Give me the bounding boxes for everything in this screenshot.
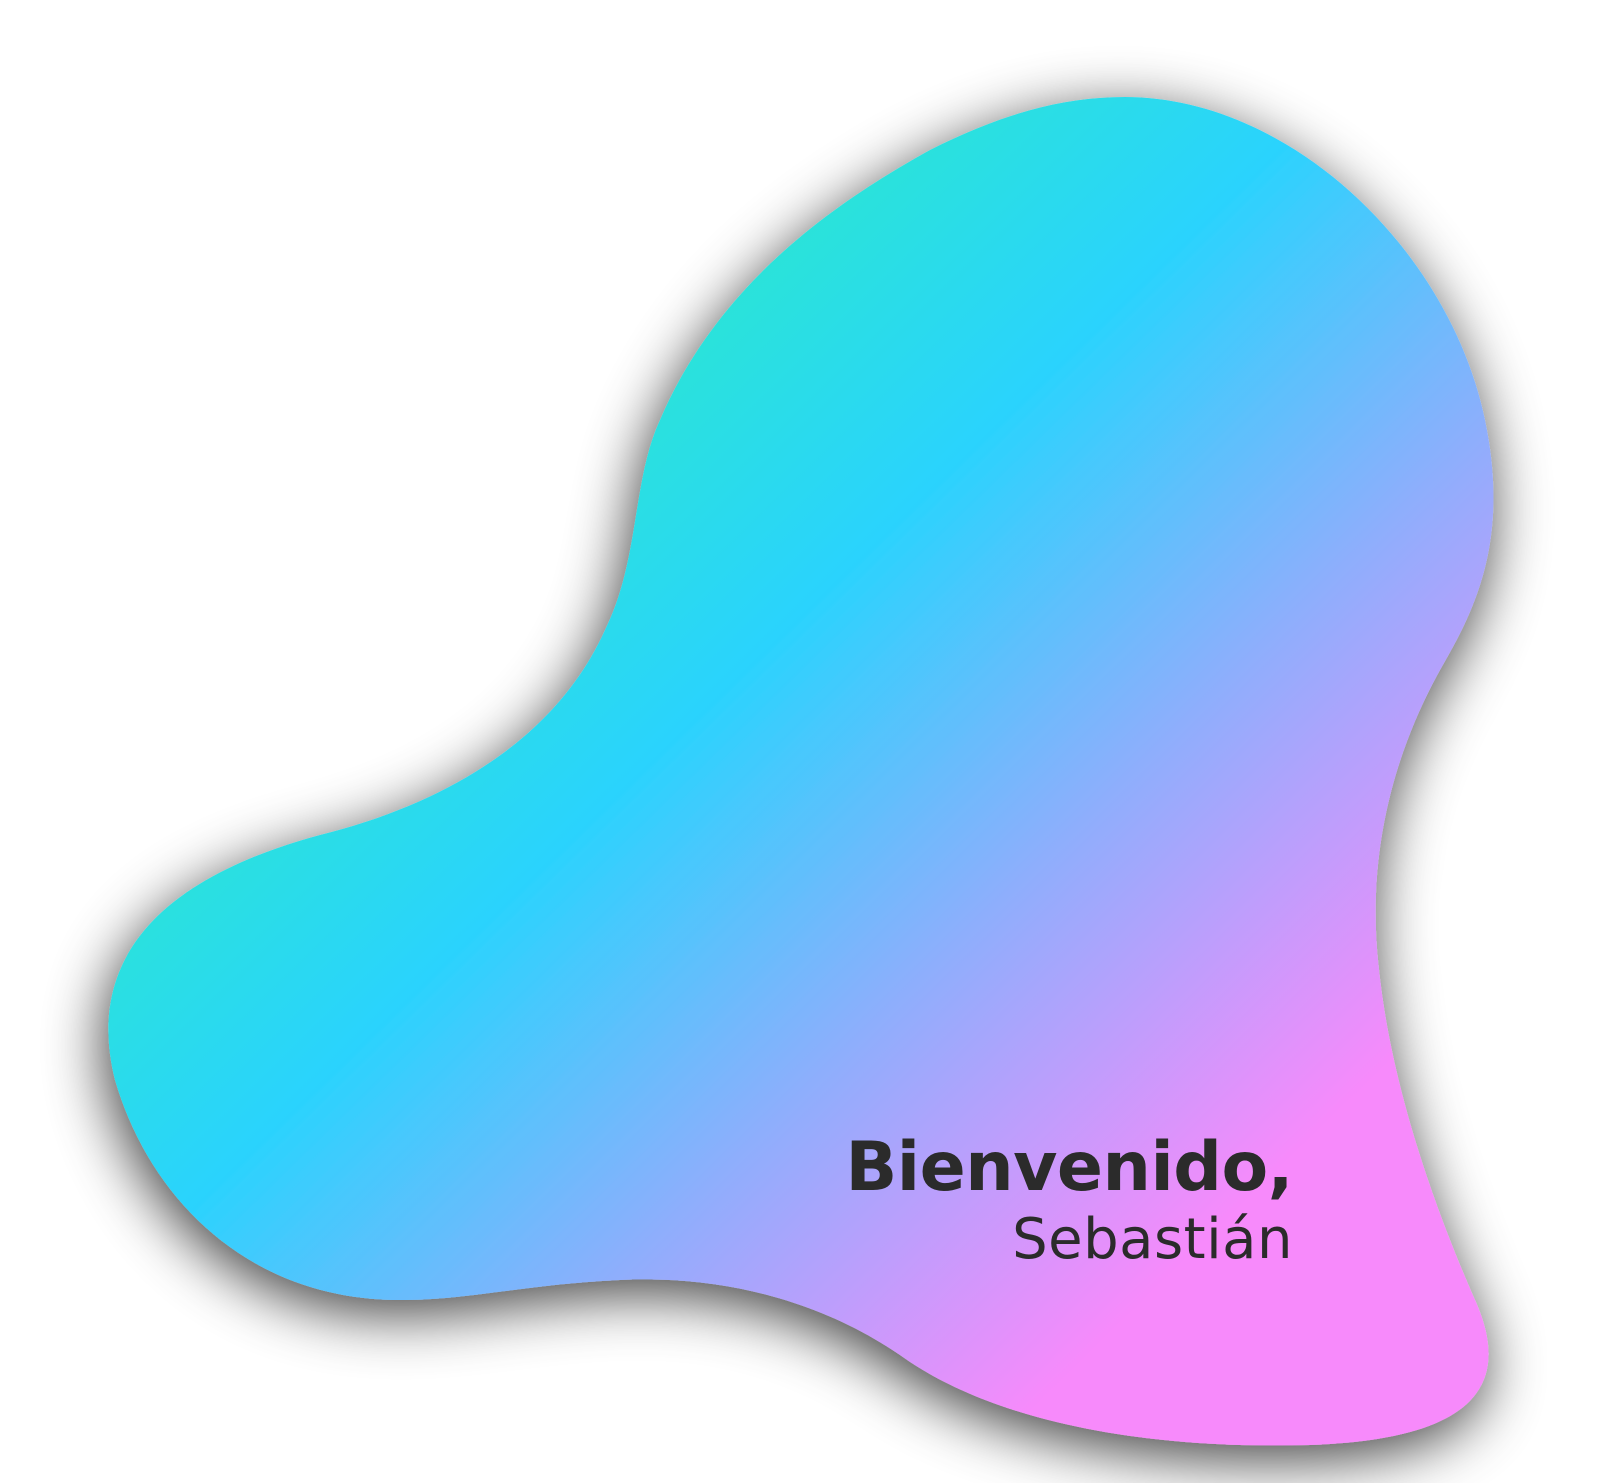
welcome-greeting: Bienvenido, Sebastián [760, 1130, 1293, 1274]
user-name: Sebastián [1012, 1207, 1293, 1272]
blob-shape [108, 97, 1494, 1446]
welcome-title: Bienvenido, [845, 1128, 1293, 1207]
